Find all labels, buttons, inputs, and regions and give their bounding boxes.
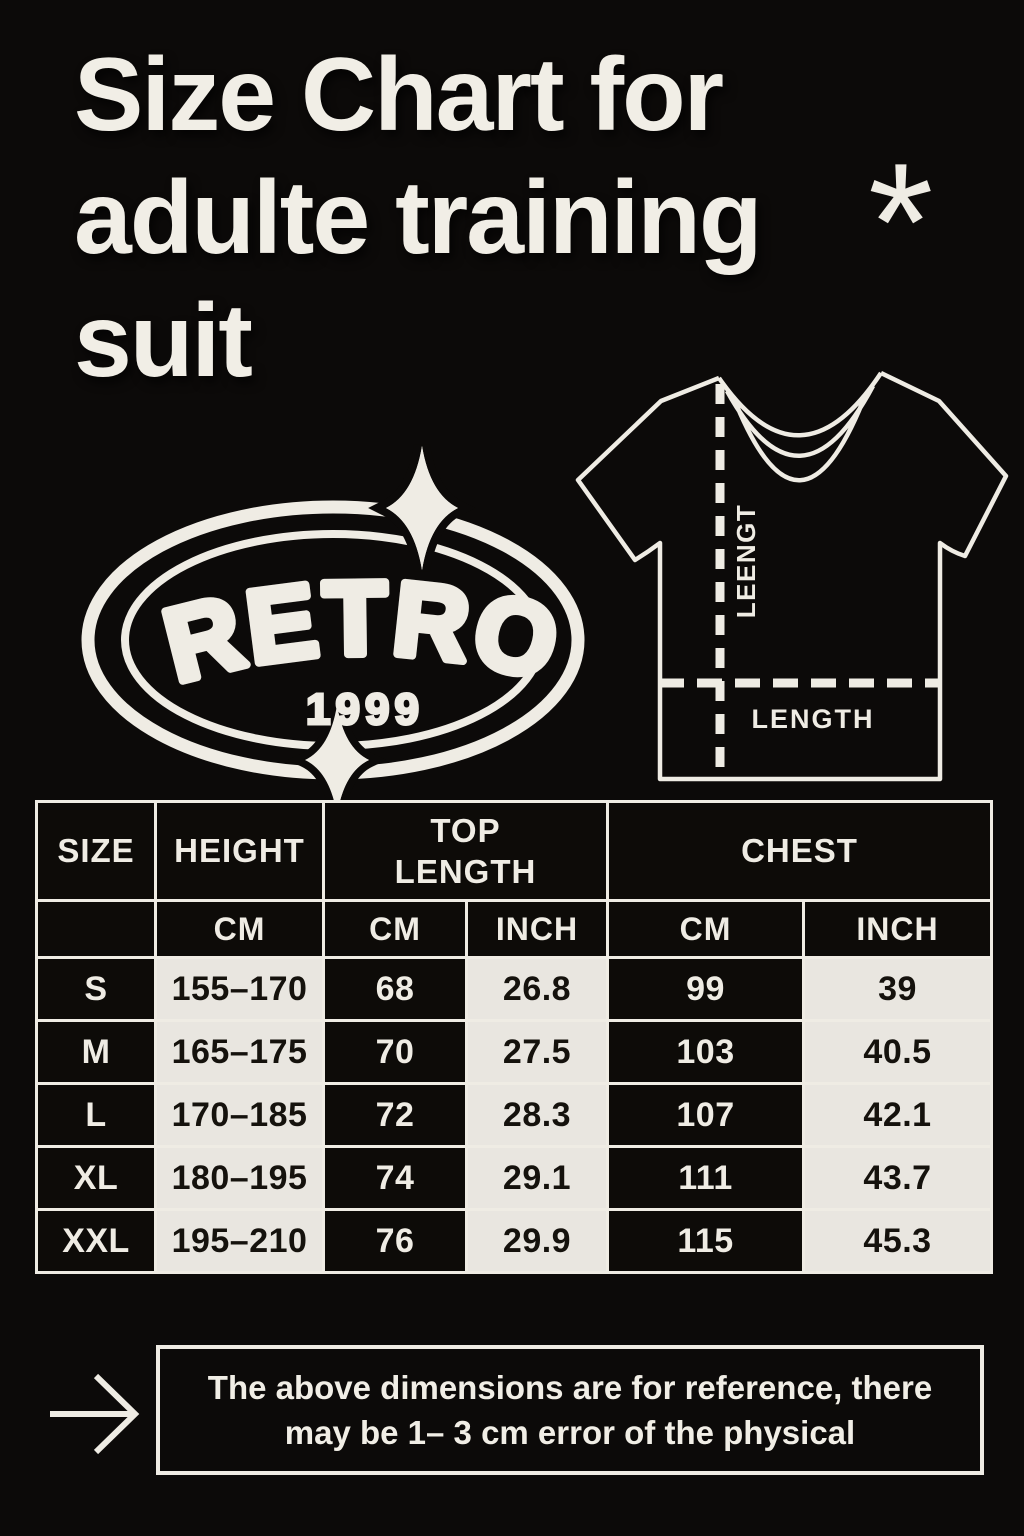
cell-top-length-cm: 68	[322, 956, 468, 1022]
cell-chest-cm: 99	[606, 956, 805, 1022]
sparkle-icon-top-fill	[386, 446, 458, 570]
table-row-xxl: XXL 195–210 76 29.9 115 45.3	[35, 1208, 993, 1274]
cell-top-length-inch: 28.3	[465, 1082, 609, 1148]
header-size: SIZE	[35, 800, 157, 902]
unit-blank	[35, 899, 157, 959]
tshirt-collar	[717, 371, 883, 483]
cell-size: XXL	[35, 1208, 157, 1274]
brand-logo: RETRO 1999	[81, 444, 585, 817]
svg-text:RETRO: RETRO	[153, 561, 571, 705]
header-height: HEIGHT	[154, 800, 325, 902]
cell-chest-inch: 40.5	[802, 1019, 993, 1085]
table-units-row: CM CM INCH CM INCH	[35, 899, 993, 959]
page-title: Size Chart for adulte training suit	[74, 34, 762, 403]
header-chest: CHEST	[606, 800, 993, 902]
unit-chest-inch: INCH	[802, 899, 993, 959]
cell-top-length-cm: 70	[322, 1019, 468, 1085]
table-row-s: S 155–170 68 26.8 99 39	[35, 956, 993, 1022]
cell-chest-cm: 111	[606, 1145, 805, 1211]
tshirt-diagram: LEENGT LENGTH	[575, 370, 1009, 782]
horizontal-length-label: LENGTH	[752, 704, 875, 734]
cell-size: S	[35, 956, 157, 1022]
logo-year-text: 1999	[306, 685, 424, 734]
logo-name-text: RETRO	[149, 557, 572, 709]
cell-top-length-cm: 72	[322, 1082, 468, 1148]
unit-height-cm: CM	[154, 899, 325, 959]
cell-chest-cm: 103	[606, 1019, 805, 1085]
note-line-2: may be 1– 3 cm error of the physical	[284, 1414, 856, 1451]
title-line-3: suit	[74, 283, 253, 399]
cell-top-length-cm: 74	[322, 1145, 468, 1211]
cell-height-cm: 155–170	[154, 956, 325, 1022]
cell-chest-cm: 107	[606, 1082, 805, 1148]
cell-chest-cm: 115	[606, 1208, 805, 1274]
tshirt-outline	[575, 370, 1009, 782]
cell-chest-inch: 39	[802, 956, 993, 1022]
cell-height-cm: 165–175	[154, 1019, 325, 1085]
unit-chest-cm: CM	[606, 899, 805, 959]
cell-top-length-cm: 76	[322, 1208, 468, 1274]
cell-chest-inch: 43.7	[802, 1145, 993, 1211]
cell-top-length-inch: 29.9	[465, 1208, 609, 1274]
cell-top-length-inch: 26.8	[465, 956, 609, 1022]
table-header-row: SIZE HEIGHT TOP LENGTH CHEST	[35, 800, 993, 902]
cell-height-cm: 170–185	[154, 1082, 325, 1148]
arrow-right-icon	[50, 1373, 140, 1455]
cell-size: L	[35, 1082, 157, 1148]
cell-height-cm: 180–195	[154, 1145, 325, 1211]
cell-chest-inch: 42.1	[802, 1082, 993, 1148]
cell-size: XL	[35, 1145, 157, 1211]
sparkle-icon-bottom-fill	[333, 705, 369, 815]
cell-height-cm: 195–210	[154, 1208, 325, 1274]
unit-top-length-cm: CM	[322, 899, 468, 959]
table-row-xl: XL 180–195 74 29.1 111 43.7	[35, 1145, 993, 1211]
cell-top-length-inch: 29.1	[465, 1145, 609, 1211]
cell-top-length-inch: 27.5	[465, 1019, 609, 1085]
title-line-2: adulte training	[74, 160, 762, 276]
header-top-length: TOP LENGTH	[322, 800, 609, 902]
header-top-length-label: TOP LENGTH	[394, 811, 537, 890]
table-row-l: L 170–185 72 28.3 107 42.1	[35, 1082, 993, 1148]
unit-top-length-inch: INCH	[465, 899, 609, 959]
size-table: SIZE HEIGHT TOP LENGTH CHEST CM CM INCH …	[35, 800, 993, 1274]
note-line-1: The above dimensions are for reference, …	[207, 1369, 933, 1406]
vertical-length-label: LEENGT	[731, 504, 761, 618]
title-line-1: Size Chart for	[74, 37, 724, 153]
reference-note-box: The above dimensions are for reference, …	[156, 1345, 984, 1475]
cell-size: M	[35, 1019, 157, 1085]
table-row-m: M 165–175 70 27.5 103 40.5	[35, 1019, 993, 1085]
asterisk-mark: *	[868, 128, 934, 316]
cell-chest-inch: 45.3	[802, 1208, 993, 1274]
